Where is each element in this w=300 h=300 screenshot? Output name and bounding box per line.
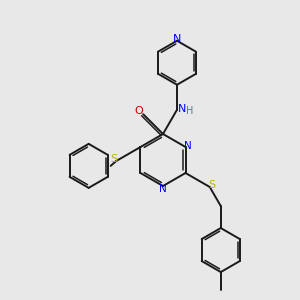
Text: N: N [184,141,191,151]
Text: O: O [135,106,144,116]
Text: S: S [208,180,215,190]
Text: S: S [111,154,118,164]
Text: N: N [173,34,181,44]
Text: N: N [178,104,186,114]
Text: H: H [186,106,194,116]
Text: N: N [159,184,167,194]
